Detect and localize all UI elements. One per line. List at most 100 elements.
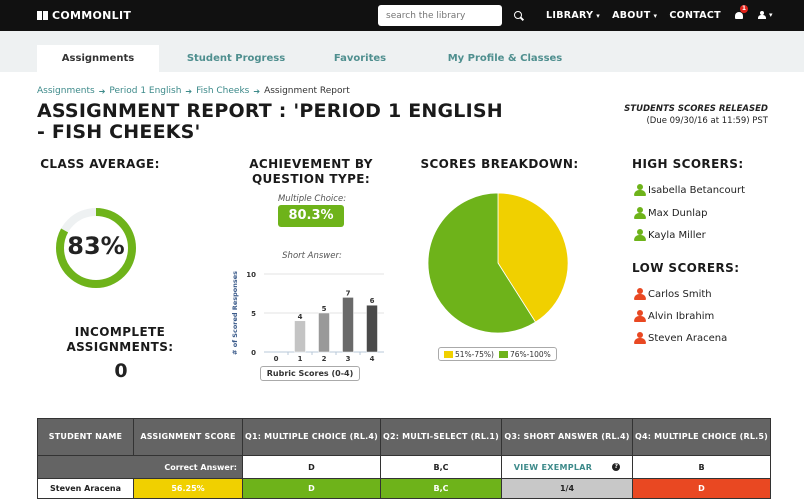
- nav-about-label: ABOUT: [612, 10, 651, 21]
- nav-library-label: LIBRARY: [546, 10, 594, 21]
- multiple-choice-label: Multiple Choice:: [277, 194, 347, 204]
- q4-answer-cell: D: [632, 478, 771, 499]
- q1-answer-cell: D: [242, 478, 381, 499]
- nav-links: LIBRARY ▾ ABOUT ▾ CONTACT: [546, 10, 733, 21]
- legend-item-51-75[interactable]: 51%-75%): [444, 350, 494, 359]
- student-scores-table: STUDENT NAME ASSIGNMENT SCORE Q1: MULTIP…: [37, 418, 771, 499]
- breadcrumb-period-1-english[interactable]: Period 1 English: [109, 86, 182, 96]
- student-name-cell[interactable]: Steven Aracena: [37, 478, 134, 499]
- breadcrumb-assignments[interactable]: Assignments: [37, 86, 95, 96]
- correct-answer-q1: D: [242, 455, 381, 479]
- svg-text:# of Scored Responses: # of Scored Responses: [231, 271, 239, 355]
- user-icon[interactable]: [758, 11, 766, 20]
- user-icon: [634, 207, 646, 219]
- scores-released-status: STUDENTS SCORES RELEASED: [624, 104, 768, 114]
- svg-text:0: 0: [274, 355, 279, 363]
- scores-breakdown-heading: SCORES BREAKDOWN:: [420, 157, 579, 171]
- svg-text:7: 7: [346, 289, 351, 297]
- incomplete-assignments-heading: INCOMPLETE ASSIGNMENTS:: [66, 325, 174, 354]
- logo-text: COMMONLIT: [52, 9, 132, 22]
- legend-label: 51%-75%): [455, 349, 494, 359]
- user-head: [637, 288, 643, 294]
- commonlit-logo[interactable]: COMMONLIT: [37, 9, 131, 22]
- help-icon[interactable]: ?: [612, 463, 621, 471]
- incomplete-assignments-value: 0: [114, 360, 128, 382]
- page-title: ASSIGNMENT REPORT : 'PERIOD 1 ENGLISH - …: [37, 100, 503, 143]
- q3-answer-cell[interactable]: 1/4: [501, 478, 633, 499]
- pie-slice[interactable]: [427, 192, 537, 334]
- low-scorer-item[interactable]: Alvin Ibrahim: [634, 310, 714, 322]
- col-q2: Q2: MULTI-SELECT (RL.1): [380, 418, 502, 456]
- high-scorer-item[interactable]: Isabella Betancourt: [634, 184, 745, 196]
- user-head: [637, 184, 643, 190]
- notification-badge: 1: [740, 5, 748, 13]
- table-row: Steven Aracena 56.25% D B,C 1/4 D: [37, 478, 771, 499]
- svg-text:5: 5: [322, 305, 327, 313]
- svg-text:5: 5: [251, 310, 256, 318]
- scorer-name: Alvin Ibrahim: [648, 310, 715, 322]
- correct-answer-q4: B: [632, 455, 771, 479]
- low-scorer-item[interactable]: Steven Aracena: [634, 332, 727, 344]
- user-head: [637, 310, 643, 316]
- user-body: [634, 316, 646, 322]
- scorer-name: Isabella Betancourt: [648, 184, 746, 196]
- multiple-choice-score-badge: 80.3%: [278, 205, 344, 227]
- nav-about[interactable]: ABOUT ▾: [612, 10, 657, 21]
- correct-answer-q2: B,C: [380, 455, 502, 479]
- high-scorers-heading: HIGH SCORERS:: [632, 157, 744, 171]
- user-icon: [634, 332, 646, 344]
- high-scorer-item[interactable]: Kayla Miller: [634, 229, 706, 241]
- svg-text:1: 1: [298, 355, 303, 363]
- user-body: [758, 15, 766, 19]
- col-q1: Q1: MULTIPLE CHOICE (RL.4): [242, 418, 381, 456]
- rubric-scores-axis-label: Rubric Scores (0-4): [260, 366, 360, 381]
- assignment-score-cell: 56.25%: [133, 478, 243, 499]
- book-icon: [37, 11, 48, 20]
- achievement-heading: ACHIEVEMENT BY QUESTION TYPE:: [249, 157, 373, 186]
- col-student-name: STUDENT NAME: [37, 418, 134, 456]
- svg-text:2: 2: [322, 355, 327, 363]
- nav-contact[interactable]: CONTACT: [669, 10, 721, 21]
- svg-text:4: 4: [298, 313, 303, 321]
- q2-answer-cell: B,C: [380, 478, 502, 499]
- search-input[interactable]: [378, 5, 502, 26]
- legend-label: 76%-100%: [509, 349, 551, 359]
- short-answer-label: Short Answer:: [282, 251, 342, 261]
- correct-answer-label: Correct Answer:: [37, 455, 243, 479]
- svg-text:3: 3: [346, 355, 351, 363]
- chevron-down-icon[interactable]: ▾: [769, 11, 773, 19]
- breadcrumb: Assignments ➔ Period 1 English ➔ Fish Ch…: [37, 86, 350, 96]
- user-icon: [634, 229, 646, 241]
- search-icon[interactable]: [514, 11, 522, 19]
- svg-text:10: 10: [246, 271, 256, 279]
- breadcrumb-fish-cheeks[interactable]: Fish Cheeks: [196, 86, 250, 96]
- bell-icon[interactable]: [735, 11, 744, 20]
- svg-text:4: 4: [370, 355, 375, 363]
- user-body: [634, 213, 646, 219]
- user-head: [760, 11, 764, 15]
- tab-my-profile-classes[interactable]: My Profile & Classes: [447, 53, 563, 64]
- scorer-name: Max Dunlap: [648, 207, 708, 219]
- legend-item-76-100[interactable]: 76%-100%: [498, 349, 551, 359]
- bell-shape: [735, 12, 743, 19]
- tab-student-progress[interactable]: Student Progress: [186, 53, 286, 64]
- ring-progress: [56, 208, 136, 288]
- class-average-ring: [56, 208, 136, 288]
- high-scorer-item[interactable]: Max Dunlap: [634, 207, 707, 219]
- view-exemplar-link[interactable]: VIEW EXEMPLAR: [513, 462, 593, 472]
- user-icon: [634, 310, 646, 322]
- user-head: [637, 207, 643, 213]
- tab-assignments[interactable]: Assignments: [37, 45, 159, 72]
- tab-bar: Assignments Student Progress Favorites M…: [0, 31, 804, 72]
- svg-text:6: 6: [370, 297, 375, 305]
- correct-answer-row: Correct Answer: D B,C VIEW EXEMPLAR? B: [37, 455, 771, 479]
- user-head: [637, 332, 643, 338]
- nav-library[interactable]: LIBRARY ▾: [546, 10, 600, 21]
- user-body: [634, 338, 646, 344]
- short-answer-bar-chart: 0 5 10 # of Scored Responses 0 4 1 5 2 7 3 6 4: [231, 271, 384, 363]
- col-q4: Q4: MULTIPLE CHOICE (RL.5): [632, 418, 771, 456]
- legend-swatch-yellow: [444, 351, 453, 358]
- user-head: [637, 229, 643, 235]
- tab-favorites[interactable]: Favorites: [333, 53, 387, 64]
- low-scorer-item[interactable]: Carlos Smith: [634, 288, 712, 300]
